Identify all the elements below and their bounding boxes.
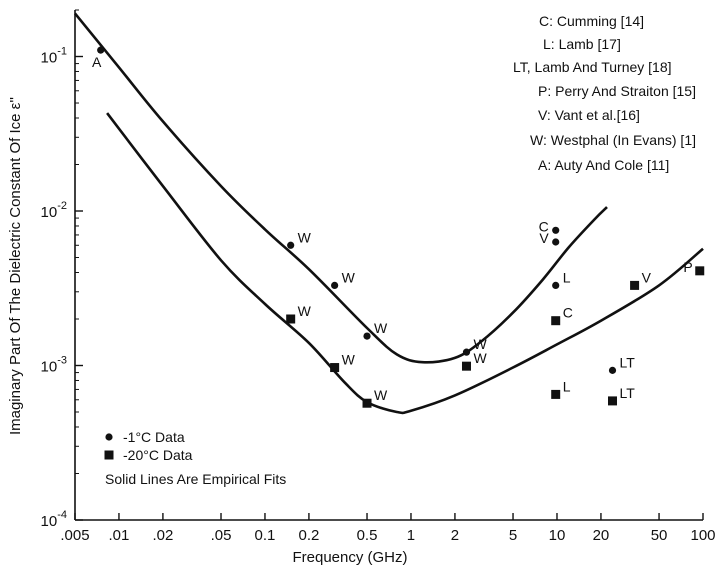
x-tick-label: 0.2 [298, 527, 319, 544]
point-minus1c [552, 226, 560, 234]
x-tick-label: 10 [549, 527, 566, 544]
reference-legend-item: C: Cumming [14] [539, 13, 644, 29]
point-source-label: C [563, 305, 573, 321]
point-minus20c [630, 280, 640, 290]
fit-lines [73, 12, 704, 415]
point-minus20c [608, 396, 618, 406]
point-minus20c [551, 316, 561, 326]
x-tick-label: 5 [509, 527, 517, 544]
reference-legend-item: L: Lamb [17] [543, 36, 621, 52]
point-source-label: W [473, 350, 487, 366]
point-minus1c [552, 238, 560, 246]
legend-square-marker [104, 450, 114, 460]
point-minus20c [695, 266, 705, 276]
legend-note: Solid Lines Are Empirical Fits [105, 471, 286, 487]
point-minus1c [462, 348, 471, 356]
point-minus20c [461, 361, 471, 371]
x-tick-label: .01 [109, 527, 130, 544]
point-source-label: V [642, 269, 652, 285]
y-tick-label: 10-3 [41, 355, 67, 376]
reference-legend-item: LT, Lamb And Turney [18] [513, 59, 672, 75]
point-minus20c [286, 314, 296, 324]
y-axis-title: Imaginary Part Of The Dielectric Constan… [7, 97, 24, 435]
y-tick-label: 10-1 [41, 46, 67, 67]
point-source-label: A [92, 54, 102, 70]
x-tick-label: .02 [152, 527, 173, 544]
point-source-label: W [298, 229, 312, 245]
x-tick-label: 2 [451, 527, 459, 544]
reference-legend-item: W: Westphal (In Evans) [1] [530, 132, 696, 148]
point-minus1c [287, 241, 295, 249]
axes [74, 10, 703, 521]
point-source-label: L [563, 269, 571, 285]
fit-line [106, 112, 704, 415]
fit-line [73, 12, 608, 364]
point-minus20c [551, 389, 561, 399]
reference-legend: C: Cumming [14] L: Lamb [17] LT, Lamb An… [513, 13, 696, 173]
point-source-label: P [683, 259, 692, 275]
x-tick-label: 0.5 [357, 527, 378, 544]
y-ticks: 10-410-310-210-1 [41, 9, 83, 530]
y-tick-label: 10-2 [41, 200, 67, 221]
reference-legend-item: V: Vant et al.[16] [538, 107, 640, 123]
reference-legend-item: P: Perry And Straiton [15] [538, 83, 696, 99]
point-minus1c [97, 46, 105, 54]
x-tick-label: 20 [593, 527, 610, 544]
point-minus1c [552, 281, 560, 289]
x-ticks: .005 .01 .02 .05 0.1 0.2 0.5 1 2 5 10 20 50 100 [60, 513, 716, 544]
point-source-label: W [473, 336, 487, 352]
x-tick-label: .05 [211, 527, 232, 544]
point-minus20c [330, 363, 340, 373]
point-source-label: C [539, 218, 549, 234]
point-minus1c [608, 366, 617, 374]
legend-square-label: -20°C Data [123, 447, 193, 463]
legend-circle-label: -1°C Data [123, 429, 185, 445]
point-minus1c [331, 281, 339, 289]
point-source-label: L [563, 378, 571, 394]
point-source-label: W [342, 352, 356, 368]
point-source-label: W [342, 269, 356, 285]
legend-circle-marker [105, 433, 113, 441]
x-tick-label: 1 [407, 527, 415, 544]
x-tick-label: .005 [60, 527, 89, 544]
point-minus1c [363, 332, 371, 340]
x-axis-title: Frequency (GHz) [292, 549, 407, 566]
x-tick-label: 100 [690, 527, 715, 544]
point-source-label: W [298, 303, 312, 319]
point-minus20c [362, 398, 372, 408]
reference-legend-item: A: Auty And Cole [11] [538, 157, 669, 173]
point-source-label: W [374, 387, 388, 403]
x-tick-label: 50 [651, 527, 668, 544]
marker-legend: -1°C Data -20°C Data Solid Lines Are Emp… [104, 429, 286, 487]
point-source-label: W [374, 320, 388, 336]
point-source-label: LT [620, 385, 636, 401]
x-tick-label: 0.1 [255, 527, 276, 544]
point-source-label: LT [620, 354, 636, 370]
point-source-label: V [539, 230, 549, 246]
